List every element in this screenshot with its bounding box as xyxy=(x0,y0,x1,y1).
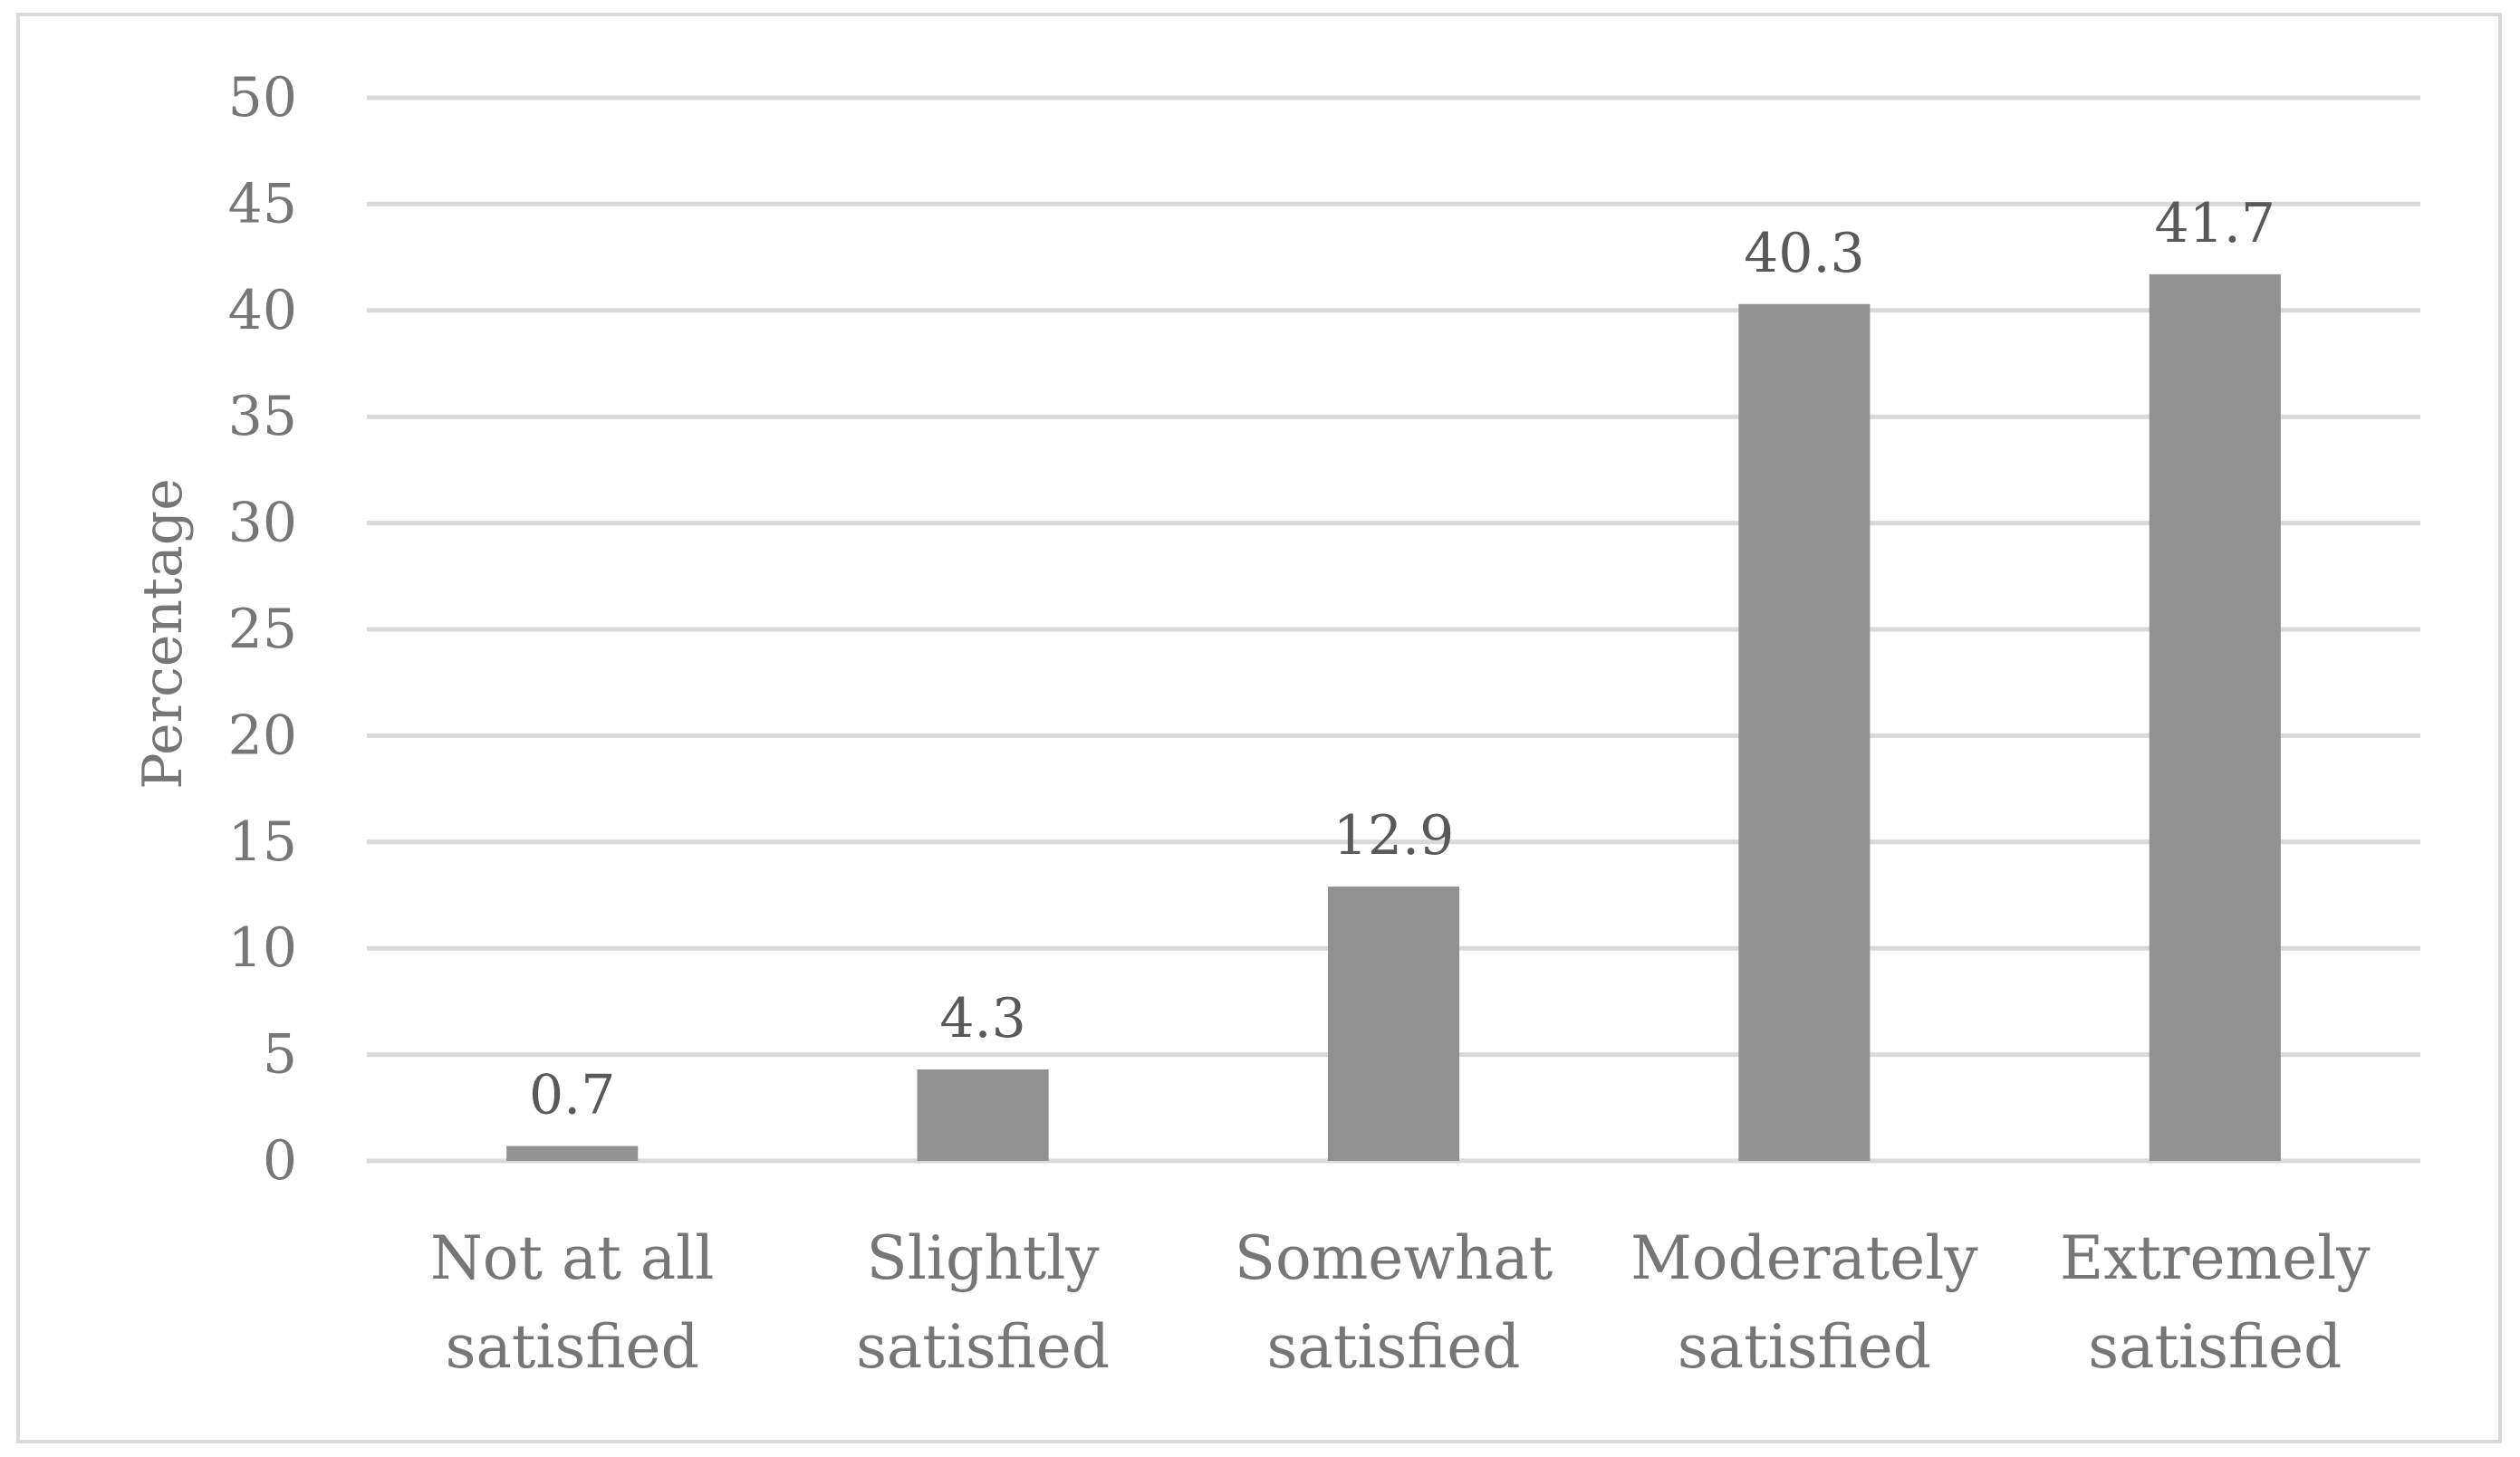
y-axis-title: Percentage xyxy=(131,478,195,789)
y-tick-label: 40 xyxy=(228,279,297,342)
y-tick-label: 0 xyxy=(263,1129,297,1193)
data-labels: 0.7 4.3 12.9 40.3 41.7 xyxy=(529,192,2275,1127)
y-tick-label: 15 xyxy=(228,810,297,874)
gridlines xyxy=(367,95,2420,1164)
category-label-2-line-1: satisfied xyxy=(1266,1312,1520,1382)
bar-1 xyxy=(917,1069,1049,1161)
bar-3 xyxy=(1738,303,1871,1162)
category-label-0-line-0: Not at all xyxy=(430,1223,714,1293)
x-axis-categories: Not at all satisfied Slightly satisfied Some… xyxy=(430,1223,2371,1382)
y-tick-label: 45 xyxy=(228,172,297,235)
data-label-2: 12.9 xyxy=(1333,804,1455,867)
y-tick-label: 5 xyxy=(263,1023,297,1087)
bar-4 xyxy=(2149,273,2281,1161)
category-label-4-line-1: satisfied xyxy=(2088,1312,2342,1382)
data-label-1: 4.3 xyxy=(939,987,1025,1050)
category-label-1-line-1: satisfied xyxy=(856,1312,1110,1382)
category-label-3-line-0: Moderately xyxy=(1630,1223,1978,1293)
bars xyxy=(506,273,2281,1162)
y-tick-label: 35 xyxy=(228,385,297,448)
category-label-0-line-1: satisfied xyxy=(446,1312,699,1382)
bar-2 xyxy=(1327,887,1460,1161)
category-label-4-line-0: Extremely xyxy=(2060,1223,2371,1293)
bar-0 xyxy=(506,1145,639,1161)
category-label-3-line-1: satisfied xyxy=(1678,1312,1931,1382)
data-label-0: 0.7 xyxy=(529,1064,615,1127)
y-tick-label: 20 xyxy=(228,704,297,767)
y-axis-ticks: 0 5 10 15 20 25 30 35 40 45 50 xyxy=(228,66,297,1193)
y-tick-label: 25 xyxy=(228,598,297,661)
y-tick-label: 50 xyxy=(228,66,297,129)
chart-frame xyxy=(16,13,2502,1443)
data-label-3: 40.3 xyxy=(1744,222,1865,285)
y-tick-label: 10 xyxy=(228,916,297,980)
y-tick-label: 30 xyxy=(228,492,297,555)
category-label-2-line-0: Somewhat xyxy=(1235,1223,1553,1293)
data-label-4: 41.7 xyxy=(2155,192,2276,255)
category-label-1-line-0: Slightly xyxy=(867,1223,1101,1293)
